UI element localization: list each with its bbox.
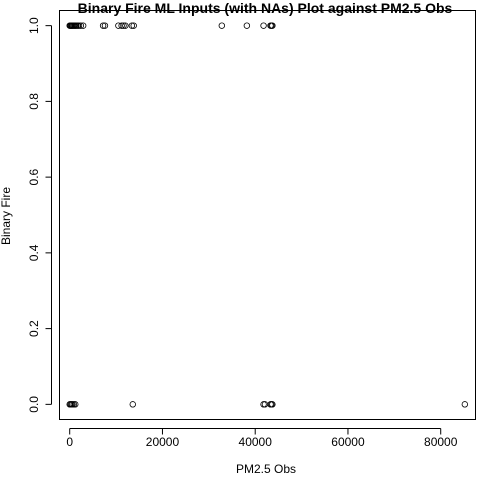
data-point [218,22,226,29]
x-axis-label: PM2.5 Obs [236,462,296,476]
data-point [120,22,127,29]
y-tick-label: 1.0 [27,17,41,34]
data-point [129,401,136,408]
x-axis: 0 20000 40000 60000 80000 [66,428,458,449]
data-point [269,22,276,29]
data-point [243,22,251,29]
data-point [130,22,137,29]
data-point [101,22,109,29]
data-point [260,22,267,29]
data-points [66,22,469,408]
y-tick-label: 0.6 [27,168,41,185]
data-point [75,22,83,29]
x-tick-label: 60000 [331,435,365,449]
data-point [461,401,469,408]
y-axis: 0.0 0.2 0.4 0.6 0.8 1.0 [27,17,52,413]
data-point [115,22,122,29]
x-tick-label: 20000 [146,435,180,449]
y-axis-label: Binary Fire [0,187,13,245]
chart-title: Binary Fire ML Inputs (with NAs) Plot ag… [78,0,453,16]
x-tick-label: 80000 [424,435,458,449]
y-tick-label: 0.2 [27,320,41,337]
x-tick-label: 0 [66,435,73,449]
data-point [118,22,125,29]
data-point [269,401,276,408]
data-point [79,22,87,29]
data-point [72,401,79,408]
data-point [128,22,136,29]
data-point [99,22,107,29]
plot-frame [59,10,476,420]
y-tick-label: 0.4 [27,244,41,261]
data-point [122,22,129,29]
y-tick-label: 0.0 [27,396,41,413]
data-point [77,22,85,29]
x-tick-label: 40000 [239,435,273,449]
y-tick-label: 0.8 [27,93,41,110]
